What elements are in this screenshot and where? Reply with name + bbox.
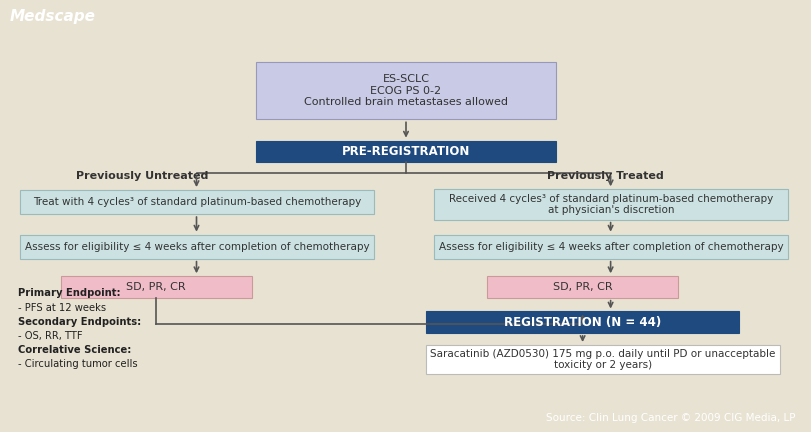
FancyBboxPatch shape [61, 276, 251, 298]
FancyBboxPatch shape [434, 235, 787, 259]
Text: Primary Endpoint:: Primary Endpoint: [18, 289, 120, 299]
Text: Previously Treated: Previously Treated [546, 171, 663, 181]
Text: Saracatinib (AZD0530) 175 mg p.o. daily until PD or unacceptable
toxicity or 2 y: Saracatinib (AZD0530) 175 mg p.o. daily … [430, 349, 775, 370]
Text: Treat with 4 cycles³ of standard platinum-based chemotherapy: Treat with 4 cycles³ of standard platinu… [32, 197, 361, 207]
FancyBboxPatch shape [426, 345, 779, 374]
FancyBboxPatch shape [487, 276, 677, 298]
Text: Medscape: Medscape [10, 9, 96, 24]
FancyBboxPatch shape [20, 190, 373, 214]
Text: REGISTRATION (N = 44): REGISTRATION (N = 44) [504, 316, 660, 329]
Text: Previously Untreated: Previously Untreated [75, 171, 208, 181]
Text: Secondary Endpoints:: Secondary Endpoints: [18, 317, 141, 327]
Text: Correlative Science:: Correlative Science: [18, 345, 131, 355]
Text: - OS, RR, TTF: - OS, RR, TTF [18, 331, 83, 341]
FancyBboxPatch shape [434, 189, 787, 220]
FancyBboxPatch shape [20, 235, 373, 259]
Text: ES-SCLC
ECOG PS 0-2
Controlled brain metastases allowed: ES-SCLC ECOG PS 0-2 Controlled brain met… [303, 74, 508, 107]
Text: Source: Clin Lung Cancer © 2009 CIG Media, LP: Source: Clin Lung Cancer © 2009 CIG Medi… [546, 413, 795, 423]
Text: - Circulating tumor cells: - Circulating tumor cells [18, 359, 137, 369]
Text: Received 4 cycles³ of standard platinum-based chemotherapy
at physician's discre: Received 4 cycles³ of standard platinum-… [448, 194, 772, 215]
Text: Assess for eligibility ≤ 4 weeks after completion of chemotherapy: Assess for eligibility ≤ 4 weeks after c… [438, 241, 783, 252]
Text: Assess for eligibility ≤ 4 weeks after completion of chemotherapy: Assess for eligibility ≤ 4 weeks after c… [24, 241, 369, 252]
Text: SD, PR, CR: SD, PR, CR [552, 282, 611, 292]
FancyBboxPatch shape [426, 311, 738, 333]
Text: SD, PR, CR: SD, PR, CR [127, 282, 186, 292]
Text: PRE-REGISTRATION: PRE-REGISTRATION [341, 145, 470, 158]
Text: - PFS at 12 weeks: - PFS at 12 weeks [18, 302, 106, 313]
FancyBboxPatch shape [255, 62, 556, 119]
FancyBboxPatch shape [255, 140, 556, 162]
